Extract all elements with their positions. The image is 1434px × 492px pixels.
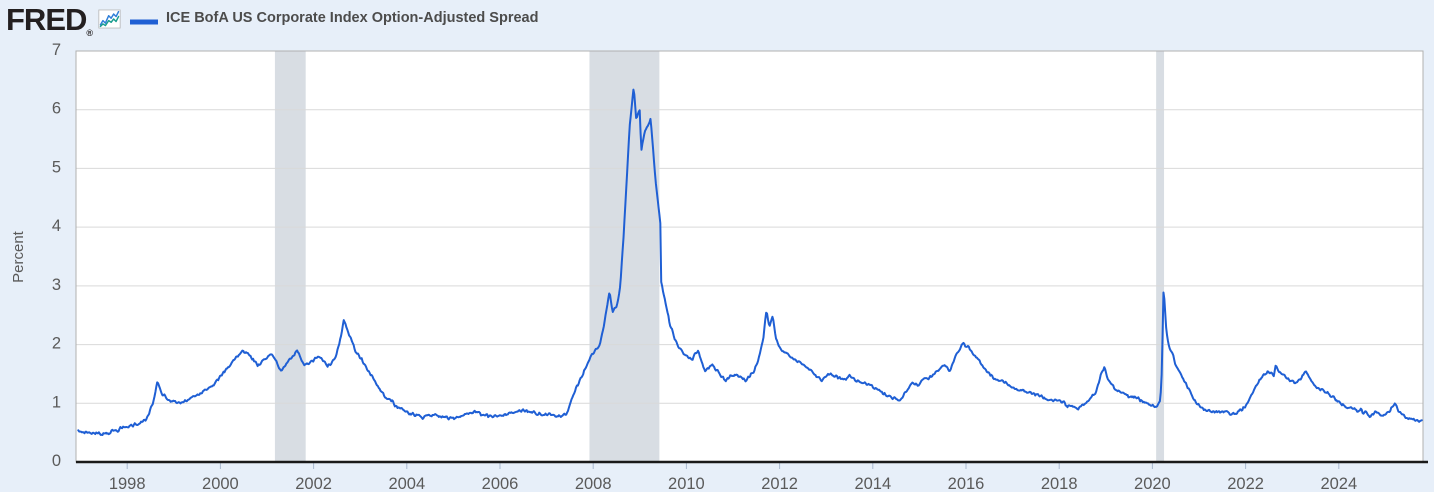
svg-text:2022: 2022: [1227, 475, 1264, 492]
svg-text:2002: 2002: [295, 475, 332, 492]
svg-text:4: 4: [52, 217, 61, 235]
svg-text:3: 3: [52, 276, 61, 294]
svg-text:2004: 2004: [388, 475, 425, 492]
svg-text:7: 7: [52, 41, 61, 59]
svg-text:0: 0: [52, 452, 61, 470]
svg-text:2: 2: [52, 335, 61, 353]
svg-text:2000: 2000: [202, 475, 239, 492]
svg-text:5: 5: [52, 158, 61, 176]
svg-text:1998: 1998: [109, 475, 146, 492]
svg-text:2018: 2018: [1041, 475, 1078, 492]
svg-text:2016: 2016: [948, 475, 985, 492]
svg-text:2020: 2020: [1134, 475, 1171, 492]
svg-text:2024: 2024: [1320, 475, 1357, 492]
svg-text:2010: 2010: [668, 475, 705, 492]
svg-text:1: 1: [52, 393, 61, 411]
svg-text:2008: 2008: [575, 475, 612, 492]
svg-text:2006: 2006: [482, 475, 519, 492]
svg-text:2012: 2012: [761, 475, 798, 492]
svg-text:6: 6: [52, 100, 61, 118]
svg-text:2014: 2014: [854, 475, 891, 492]
